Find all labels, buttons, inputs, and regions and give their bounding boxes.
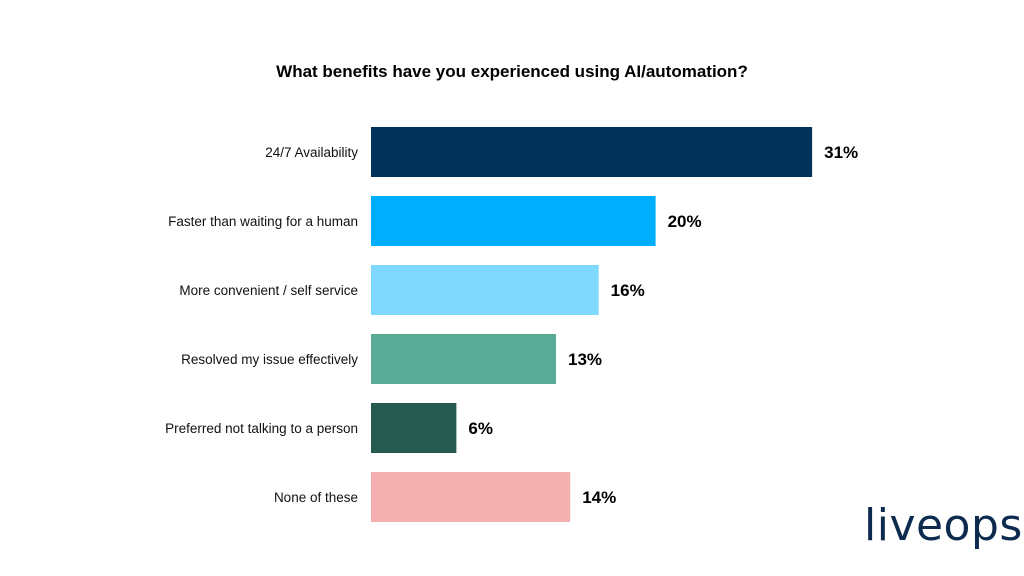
category-label: Preferred not talking to a person: [165, 421, 358, 436]
bar-2: [371, 265, 599, 315]
category-label: More convenient / self service: [179, 283, 358, 298]
bar-1: [371, 196, 656, 246]
data-label: 13%: [568, 350, 602, 369]
data-label: 31%: [824, 143, 858, 162]
data-label: 16%: [611, 281, 645, 300]
category-label: None of these: [274, 490, 358, 505]
data-label: 20%: [668, 212, 702, 231]
bar-0: [371, 127, 813, 177]
category-label: Resolved my issue effectively: [181, 352, 358, 367]
bar-4: [371, 403, 457, 453]
category-label: 24/7 Availability: [265, 145, 358, 160]
bar-3: [371, 334, 556, 384]
liveops-logo: liveops: [864, 500, 1023, 551]
data-label: 14%: [582, 488, 616, 507]
bar-5: [371, 472, 571, 522]
data-label: 6%: [468, 419, 493, 438]
chart-title: What benefits have you experienced using…: [276, 62, 748, 81]
category-label: Faster than waiting for a human: [168, 214, 358, 229]
